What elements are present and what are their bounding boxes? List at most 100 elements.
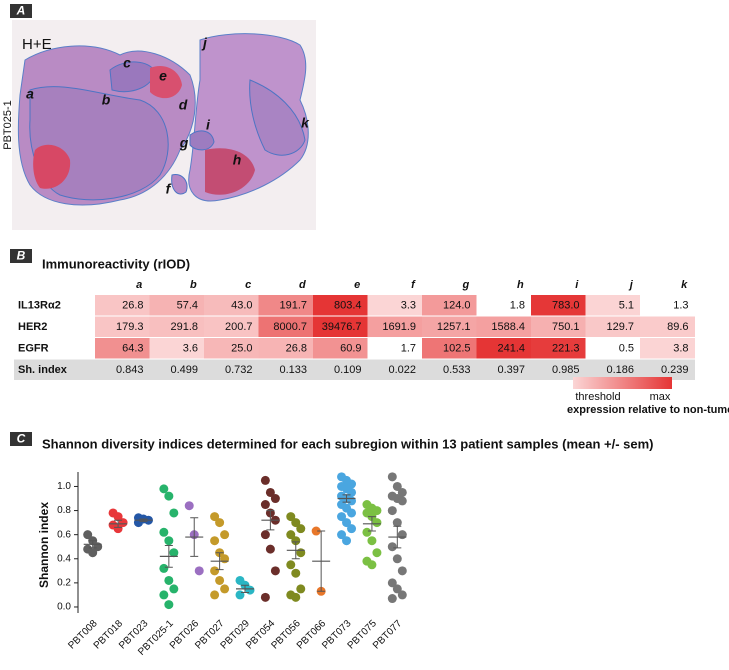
data-point	[397, 590, 407, 600]
data-point	[342, 536, 352, 546]
region-label: c	[123, 55, 131, 71]
cell-value: 57.4	[177, 300, 198, 312]
table-cell	[640, 359, 695, 380]
data-point	[397, 566, 407, 576]
table-cell	[258, 338, 314, 359]
cell-value: 102.5	[443, 343, 471, 355]
table-cell	[204, 338, 259, 359]
data-point	[337, 530, 347, 540]
data-point	[164, 491, 174, 501]
data-point	[296, 548, 306, 558]
sem-bar	[114, 519, 123, 528]
row-shade	[14, 359, 95, 380]
chart-title: Shannon diversity indices determined for…	[42, 436, 654, 451]
table-cell	[367, 316, 423, 337]
data-point	[291, 518, 301, 528]
y-tick-label: 0.2	[57, 578, 71, 589]
cell-value: 25.0	[231, 343, 252, 355]
cell-value: 0.397	[497, 364, 525, 376]
panel-label: A	[16, 4, 26, 18]
data-point	[387, 578, 397, 588]
cell-value: 89.6	[667, 321, 688, 333]
data-point	[270, 566, 280, 576]
column-header: a	[136, 279, 142, 291]
table-cell	[422, 338, 477, 359]
table-cell	[313, 338, 368, 359]
panel-label: C	[17, 432, 26, 446]
data-point	[220, 554, 230, 564]
column-header: f	[411, 279, 416, 291]
sem-bar	[317, 530, 326, 592]
table-cell	[476, 359, 532, 380]
data-point	[347, 508, 357, 518]
data-point	[392, 554, 402, 564]
cell-value: 803.4	[334, 300, 362, 312]
x-tick-label: PBT077	[371, 618, 405, 652]
data-point	[372, 518, 382, 528]
data-point	[245, 585, 255, 595]
data-point	[387, 594, 397, 604]
data-point	[235, 590, 245, 600]
data-point	[169, 508, 179, 518]
data-point	[347, 524, 357, 534]
table-cell	[95, 316, 150, 337]
table-cell	[422, 316, 477, 337]
data-point	[372, 506, 382, 516]
data-point	[260, 500, 270, 510]
sem-bar	[367, 516, 376, 532]
data-point	[397, 496, 407, 506]
table-cell	[95, 295, 150, 316]
data-point	[311, 526, 321, 536]
region-label: g	[179, 135, 189, 151]
table-cell	[585, 295, 641, 316]
table-cell	[531, 338, 586, 359]
y-tick-label: 0.4	[57, 553, 71, 564]
region-label: k	[301, 115, 310, 131]
data-point	[296, 584, 306, 594]
panel-label-box	[10, 4, 32, 18]
data-point	[260, 592, 270, 602]
data-point	[392, 584, 402, 594]
cell-value: 43.0	[231, 300, 252, 312]
panel-label-box	[10, 249, 32, 263]
cell-value: 8000.7	[273, 321, 307, 333]
data-point	[159, 527, 169, 537]
column-header: g	[462, 279, 470, 291]
table-cell	[585, 316, 641, 337]
cell-value: 750.1	[552, 321, 580, 333]
cell-value: 1.7	[401, 343, 416, 355]
table-cell	[476, 338, 532, 359]
region-label: b	[102, 92, 111, 108]
data-point	[210, 566, 220, 576]
data-point	[265, 487, 275, 497]
table-cell	[531, 316, 586, 337]
sem-bar	[215, 552, 224, 571]
data-point	[159, 563, 169, 573]
panel-label-box	[10, 432, 32, 446]
data-point	[286, 512, 296, 522]
data-point	[291, 536, 301, 546]
cell-value: 241.4	[497, 343, 525, 355]
cell-value: 1691.9	[382, 321, 416, 333]
cell-value: 124.0	[443, 300, 471, 312]
sem-bar	[164, 545, 173, 568]
data-point	[159, 590, 169, 600]
data-point	[260, 475, 270, 485]
data-point	[215, 575, 225, 585]
cell-value: 0.843	[116, 364, 144, 376]
table-cell	[531, 295, 586, 316]
sem-bar	[266, 510, 275, 531]
data-point	[291, 568, 301, 578]
cell-value: 179.3	[116, 321, 144, 333]
data-point	[265, 544, 275, 554]
data-point	[184, 501, 194, 511]
table-cell	[313, 295, 368, 316]
cell-value: 3.8	[673, 343, 688, 355]
cell-value: 0.133	[279, 364, 307, 376]
cell-value: 0.022	[388, 364, 416, 376]
table-cell	[258, 359, 314, 380]
table-cell	[149, 295, 205, 316]
data-point	[194, 566, 204, 576]
table-cell	[422, 359, 477, 380]
data-point	[367, 560, 377, 570]
